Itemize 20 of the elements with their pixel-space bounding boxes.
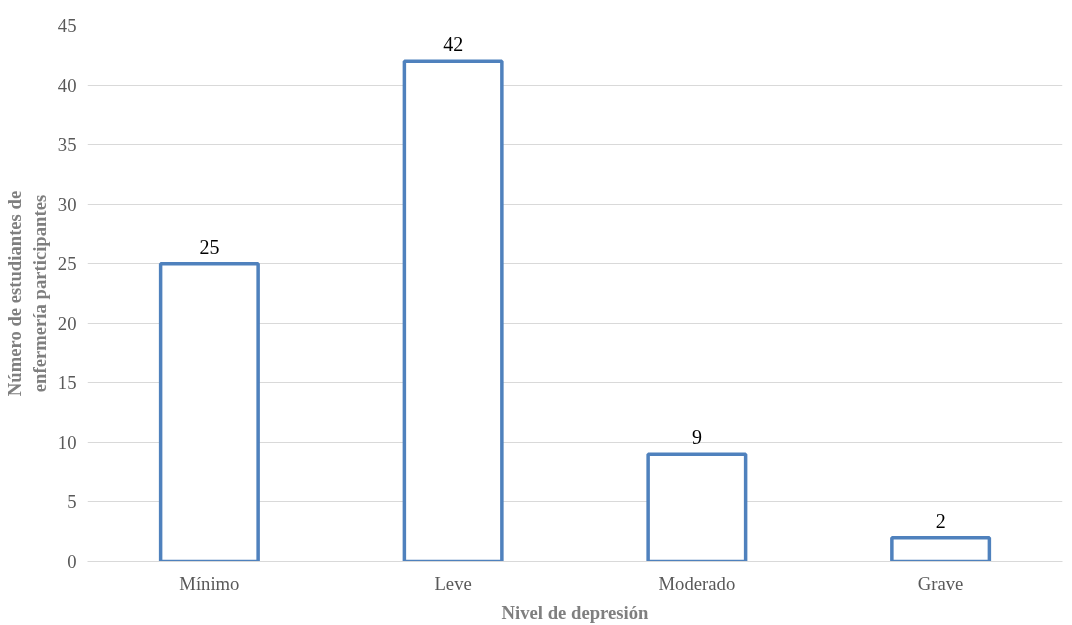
y-tick-label: 5 [67, 491, 77, 513]
y-tick-label: 10 [57, 431, 77, 453]
y-axis-title: Número de estudiantes de enfermería participantes [3, 190, 50, 397]
x-tick-label: Leve [434, 572, 472, 594]
y-tick-label: 30 [57, 193, 77, 215]
y-tick-label: 20 [57, 312, 77, 334]
y-tick-label: 40 [57, 74, 77, 96]
y-tick-label: 45 [57, 15, 77, 36]
y-tick-label: 15 [57, 372, 77, 394]
data-label: 9 [691, 426, 702, 449]
data-label: 42 [443, 33, 464, 56]
y-tick-label: 35 [57, 134, 77, 156]
x-tick-label: Grave [917, 572, 964, 594]
y-tick-label: 25 [57, 253, 77, 275]
x-axis-title: Nivel de depresión [501, 601, 650, 623]
data-label: 25 [199, 235, 220, 258]
x-tick-label: Mínimo [179, 572, 240, 594]
data-label: 2 [935, 509, 946, 532]
y-tick-label: 0 [67, 551, 77, 572]
x-tick-label: Moderado [658, 572, 736, 594]
